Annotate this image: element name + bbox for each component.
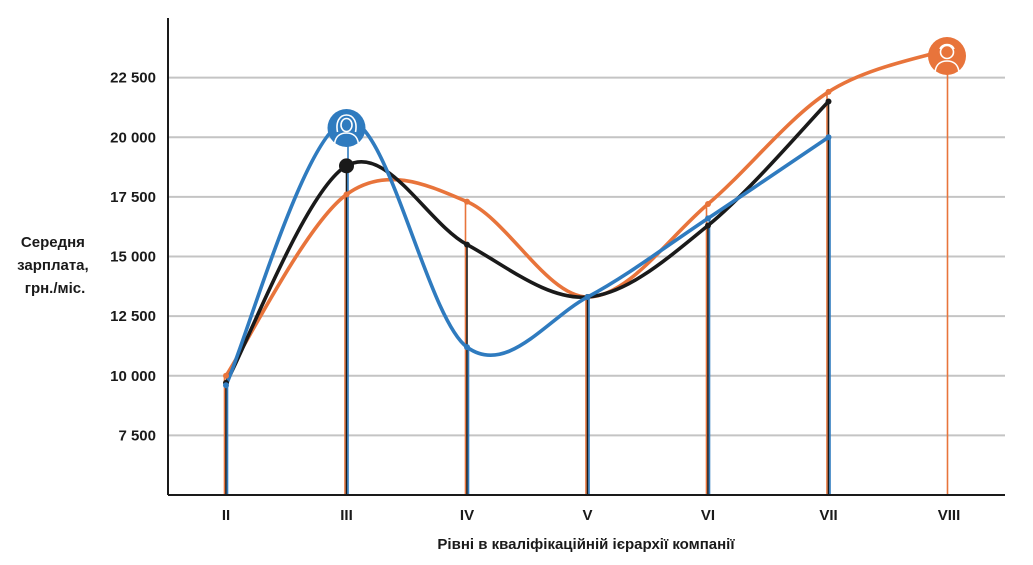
x-tick-label: II [222, 507, 230, 524]
point-orange [705, 201, 711, 208]
x-tick-labels: II III IV V VI VII VIII [222, 507, 960, 524]
point-blue [223, 382, 229, 389]
face-shape [939, 44, 955, 60]
x-tick-label: VI [701, 507, 715, 524]
shoulders-shape [333, 132, 360, 145]
avatar-circle [928, 37, 966, 75]
y-axis-label: Середня зарплата, грн./міс. [17, 234, 93, 297]
point-black [464, 241, 470, 248]
point-black [705, 222, 711, 229]
y-tick-label: 17 500 [110, 189, 156, 206]
point-orange [464, 198, 470, 205]
point-orange [223, 372, 229, 379]
male-avatar-icon [928, 37, 966, 75]
point-orange [825, 88, 832, 95]
point-blue [584, 294, 591, 301]
series-line-blue [224, 118, 831, 388]
x-tick-label: IV [460, 507, 474, 524]
y-tick-label: 12 500 [110, 308, 156, 325]
y-tick-label: 15 000 [110, 249, 156, 266]
y-axis-label-line-2: зарплата, [17, 257, 89, 274]
x-tick-label: III [340, 507, 353, 524]
female-avatar-icon [327, 109, 366, 147]
x-tick-label: VIII [938, 507, 961, 524]
point-orange [343, 191, 350, 198]
x-axis-label: Рівні в кваліфікаційній ієрархії компані… [437, 536, 735, 553]
y-tick-label: 7 500 [118, 427, 156, 444]
series-markers [223, 37, 966, 389]
face-shape [340, 117, 353, 133]
y-tick-label: 20 000 [110, 129, 156, 146]
y-tick-label: 10 000 [110, 368, 156, 385]
shoulders-shape [934, 60, 960, 73]
black-series-marker [339, 158, 354, 174]
point-blue [464, 344, 470, 351]
x-tick-label: VII [819, 507, 837, 524]
y-axis-label-line-1: Середня [21, 234, 85, 251]
drop-lines [223, 49, 949, 495]
point-black [825, 98, 832, 105]
point-blue [705, 215, 711, 222]
hair-shape [939, 43, 955, 50]
y-axis-label-line-3: грн./міс. [25, 280, 86, 297]
y-tick-label: 22 500 [110, 70, 156, 87]
point-blue [825, 134, 832, 141]
x-tick-label: V [582, 507, 592, 524]
series-line-black [224, 99, 831, 385]
y-tick-labels: 7 500 10 000 12 500 15 000 17 500 20 000 22 50… [110, 70, 156, 445]
hair-shape [336, 114, 357, 133]
